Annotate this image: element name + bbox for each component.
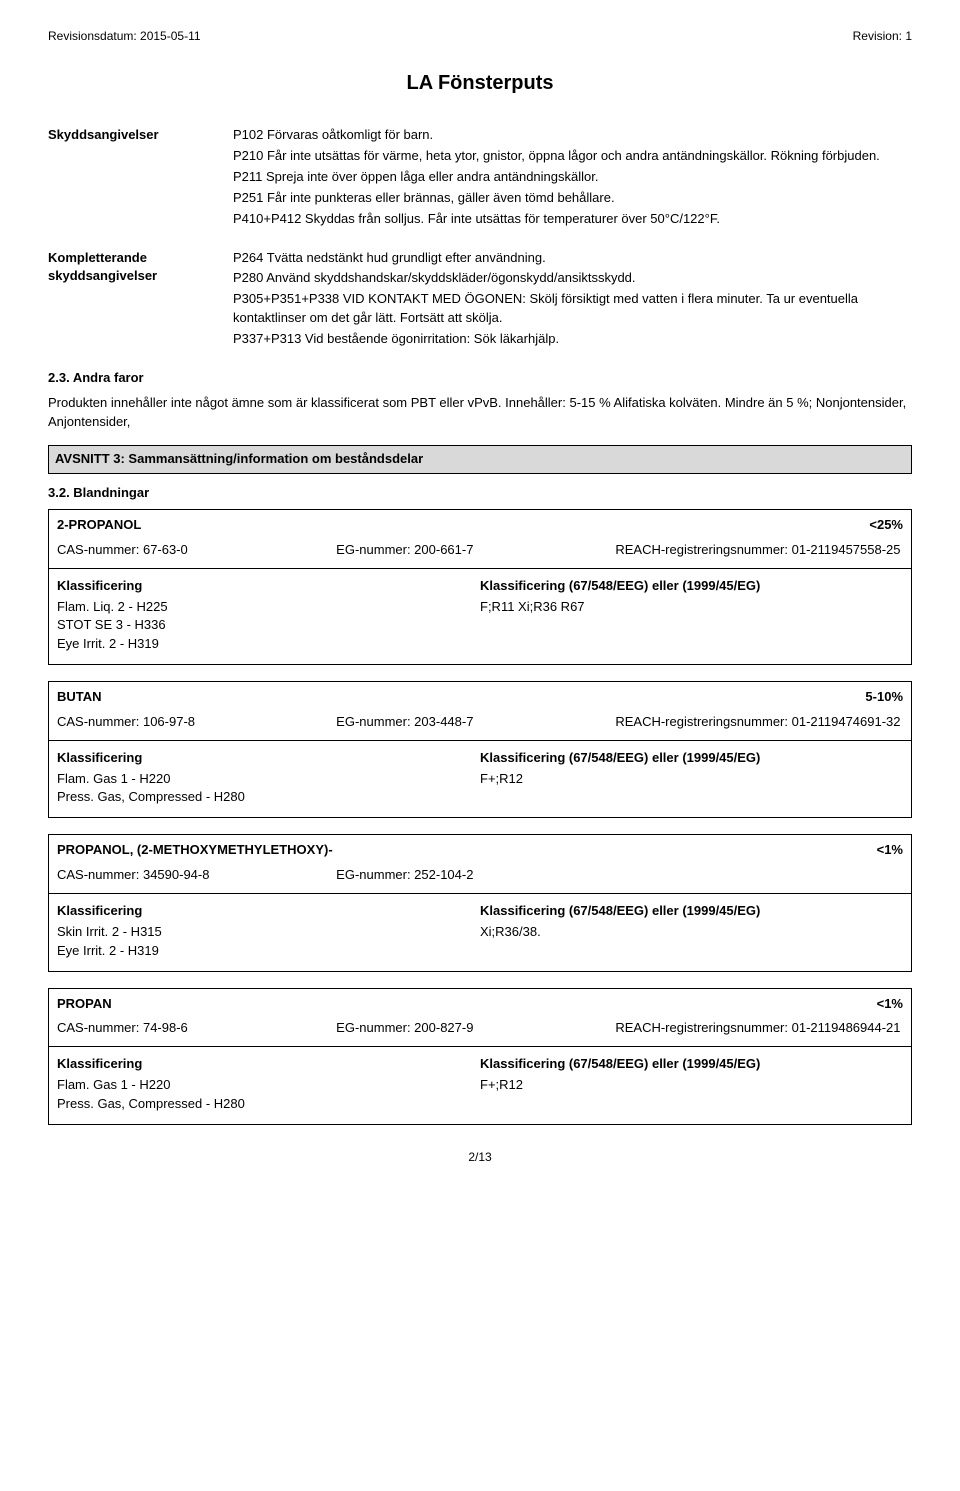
class-line: STOT SE 3 - H336 <box>57 616 480 635</box>
skydd-line: P251 Får inte punkteras eller brännas, g… <box>233 189 912 208</box>
substance-eg: EG-nummer: 200-661-7 <box>336 541 615 560</box>
substance-percent: <1% <box>877 995 903 1014</box>
classification-right-heading: Klassificering (67/548/EEG) eller (1999/… <box>480 577 903 596</box>
substance-name: BUTAN <box>57 688 102 707</box>
skyddsangivelser-row: Skyddsangivelser P102 Förvaras oåtkomlig… <box>48 126 912 230</box>
classification-right: Klassificering (67/548/EEG) eller (1999/… <box>480 902 903 961</box>
classification-right-heading: Klassificering (67/548/EEG) eller (1999/… <box>480 749 903 768</box>
substance-name: PROPAN <box>57 995 112 1014</box>
classification-left-heading: Klassificering <box>57 1055 480 1074</box>
classification-left: Klassificering Flam. Liq. 2 - H225 STOT … <box>57 577 480 654</box>
kompl-line: P264 Tvätta nedstänkt hud grundligt efte… <box>233 249 912 268</box>
revision-number: Revision: 1 <box>853 28 912 45</box>
classification-left: Klassificering Flam. Gas 1 - H220 Press.… <box>57 1055 480 1114</box>
kompl-line: P280 Använd skyddshandskar/skyddskläder/… <box>233 269 912 288</box>
classification-right-heading: Klassificering (67/548/EEG) eller (1999/… <box>480 902 903 921</box>
substance-reach <box>615 866 903 885</box>
class-line: Eye Irrit. 2 - H319 <box>57 942 480 961</box>
class-line: Skin Irrit. 2 - H315 <box>57 923 480 942</box>
class-line: Flam. Liq. 2 - H225 <box>57 598 480 617</box>
kompletterande-label: Kompletterande skyddsangivelser <box>48 249 233 351</box>
classification-right-heading: Klassificering (67/548/EEG) eller (1999/… <box>480 1055 903 1074</box>
classification-left: Klassificering Skin Irrit. 2 - H315 Eye … <box>57 902 480 961</box>
substance-cas: CAS-nummer: 67-63-0 <box>57 541 336 560</box>
class-line: Press. Gas, Compressed - H280 <box>57 1095 480 1114</box>
skyddsangivelser-value: P102 Förvaras oåtkomligt för barn. P210 … <box>233 126 912 230</box>
skyddsangivelser-label: Skyddsangivelser <box>48 126 233 230</box>
class-line: F;R11 Xi;R36 R67 <box>480 598 903 617</box>
revision-date: Revisionsdatum: 2015-05-11 <box>48 28 201 45</box>
kompl-line: P337+P313 Vid bestående ögonirritation: … <box>233 330 912 349</box>
class-line: F+;R12 <box>480 1076 903 1095</box>
substance-reach: REACH-registreringsnummer: 01-2119486944… <box>615 1019 903 1038</box>
kompletterande-row: Kompletterande skyddsangivelser P264 Tvä… <box>48 249 912 351</box>
substance-box: 2-PROPANOL <25% CAS-nummer: 67-63-0 EG-n… <box>48 509 912 665</box>
section-2-3-heading: 2.3. Andra faror <box>48 369 912 388</box>
substance-eg: EG-nummer: 200-827-9 <box>336 1019 615 1038</box>
substance-box: BUTAN 5-10% CAS-nummer: 106-97-8 EG-numm… <box>48 681 912 818</box>
kompl-line: P305+P351+P338 VID KONTAKT MED ÖGONEN: S… <box>233 290 912 328</box>
classification-left-heading: Klassificering <box>57 902 480 921</box>
classification-left: Klassificering Flam. Gas 1 - H220 Press.… <box>57 749 480 808</box>
kompletterande-value: P264 Tvätta nedstänkt hud grundligt efte… <box>233 249 912 351</box>
class-line: Flam. Gas 1 - H220 <box>57 1076 480 1095</box>
substance-percent: 5-10% <box>865 688 903 707</box>
section-3-2-heading: 3.2. Blandningar <box>48 484 912 503</box>
section-3-bar: AVSNITT 3: Sammansättning/information om… <box>48 445 912 474</box>
skydd-line: P410+P412 Skyddas från solljus. Får inte… <box>233 210 912 229</box>
substance-name: 2-PROPANOL <box>57 516 141 535</box>
page-title: LA Fönsterputs <box>48 69 912 98</box>
class-line: Eye Irrit. 2 - H319 <box>57 635 480 654</box>
substance-cas: CAS-nummer: 74-98-6 <box>57 1019 336 1038</box>
class-line: F+;R12 <box>480 770 903 789</box>
substance-reach: REACH-registreringsnummer: 01-2119474691… <box>615 713 903 732</box>
class-line: Flam. Gas 1 - H220 <box>57 770 480 789</box>
substance-reach: REACH-registreringsnummer: 01-2119457558… <box>615 541 903 560</box>
page-number: 2/13 <box>48 1149 912 1166</box>
classification-right: Klassificering (67/548/EEG) eller (1999/… <box>480 1055 903 1114</box>
classification-right: Klassificering (67/548/EEG) eller (1999/… <box>480 577 903 654</box>
header-meta: Revisionsdatum: 2015-05-11 Revision: 1 <box>48 28 912 45</box>
substance-box: PROPAN <1% CAS-nummer: 74-98-6 EG-nummer… <box>48 988 912 1125</box>
substance-cas: CAS-nummer: 106-97-8 <box>57 713 336 732</box>
skydd-line: P210 Får inte utsättas för värme, heta y… <box>233 147 912 166</box>
substance-percent: <1% <box>877 841 903 860</box>
section-2-3-text: Produkten innehåller inte något ämne som… <box>48 394 912 432</box>
classification-left-heading: Klassificering <box>57 577 480 596</box>
substance-cas: CAS-nummer: 34590-94-8 <box>57 866 336 885</box>
class-line: Press. Gas, Compressed - H280 <box>57 788 480 807</box>
classification-left-heading: Klassificering <box>57 749 480 768</box>
substance-name: PROPANOL, (2-METHOXYMETHYLETHOXY)- <box>57 841 333 860</box>
skydd-line: P102 Förvaras oåtkomligt för barn. <box>233 126 912 145</box>
class-line: Xi;R36/38. <box>480 923 903 942</box>
classification-right: Klassificering (67/548/EEG) eller (1999/… <box>480 749 903 808</box>
substance-eg: EG-nummer: 203-448-7 <box>336 713 615 732</box>
substance-eg: EG-nummer: 252-104-2 <box>336 866 615 885</box>
substance-percent: <25% <box>869 516 903 535</box>
skydd-line: P211 Spreja inte över öppen låga eller a… <box>233 168 912 187</box>
substance-box: PROPANOL, (2-METHOXYMETHYLETHOXY)- <1% C… <box>48 834 912 971</box>
